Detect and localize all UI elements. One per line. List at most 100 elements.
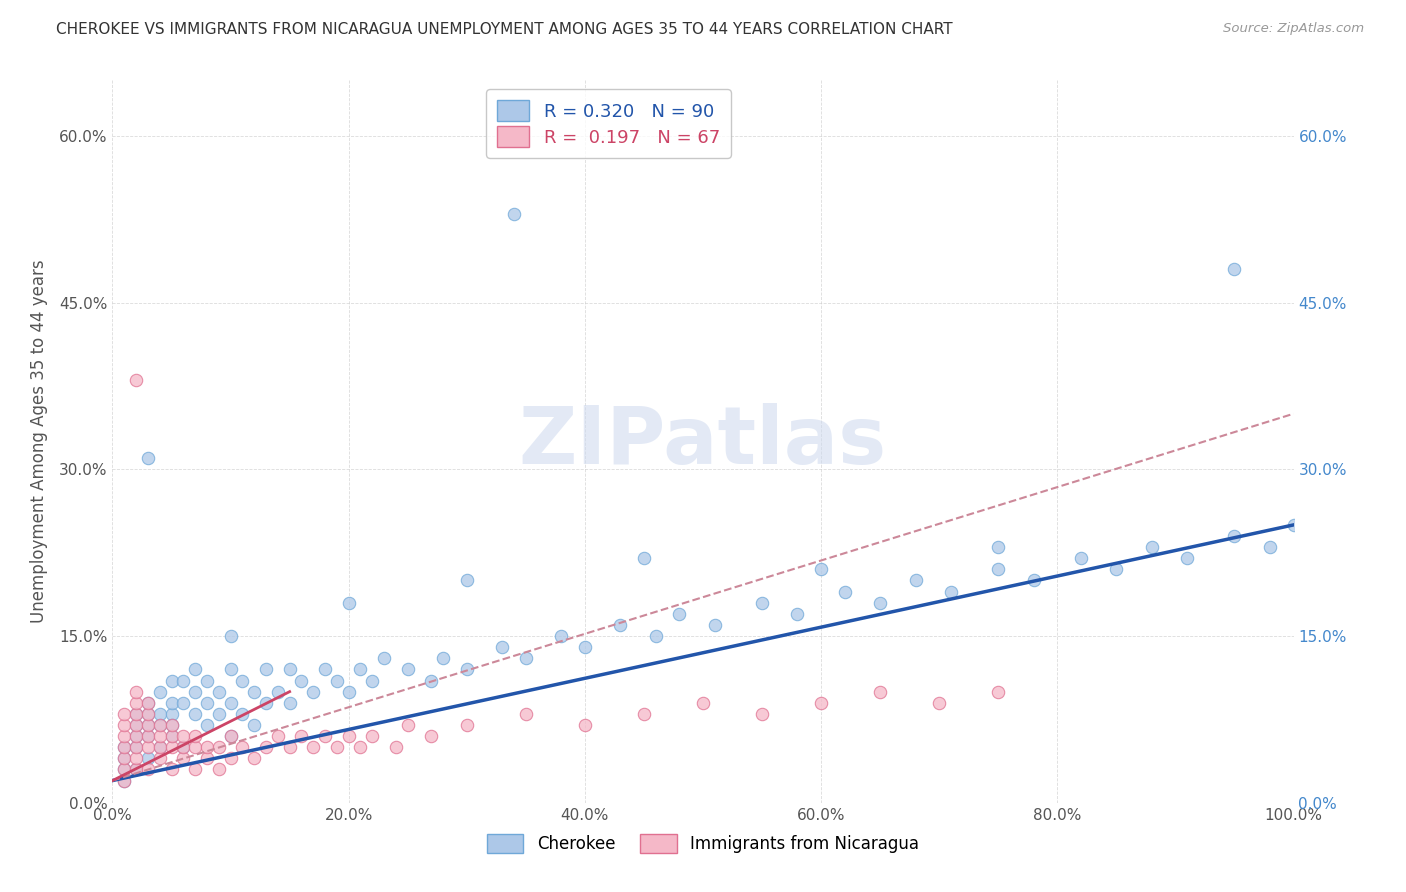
Point (219, 629, 242, 643)
Point (136, 729, 159, 743)
Point (432, 651, 454, 665)
Point (1258, 540, 1281, 554)
Point (195, 751, 218, 765)
Point (869, 684, 891, 698)
Point (668, 607, 690, 621)
Point (125, 718, 148, 732)
Point (184, 706, 207, 721)
Point (751, 596, 773, 610)
Point (231, 706, 253, 721)
Point (278, 740, 301, 755)
Point (112, 773, 135, 788)
Point (195, 740, 218, 755)
Point (136, 718, 159, 732)
Text: CHEROKEE VS IMMIGRANTS FROM NICARAGUA UNEMPLOYMENT AMONG AGES 35 TO 44 YEARS COR: CHEROKEE VS IMMIGRANTS FROM NICARAGUA UN… (56, 22, 953, 37)
Point (160, 729, 183, 743)
Point (112, 763, 135, 777)
Point (939, 584, 962, 599)
Point (290, 673, 312, 688)
Point (751, 706, 773, 721)
Point (1022, 574, 1045, 588)
Point (149, 740, 172, 755)
Point (112, 740, 135, 755)
Point (456, 718, 478, 732)
Point (254, 740, 277, 755)
Point (136, 706, 159, 721)
Point (337, 729, 360, 743)
Point (609, 618, 631, 632)
Point (195, 718, 218, 732)
Point (219, 696, 242, 710)
Point (149, 729, 172, 743)
Point (184, 740, 207, 755)
Point (184, 763, 207, 777)
Point (149, 684, 172, 698)
Point (456, 574, 478, 588)
Point (337, 596, 360, 610)
Point (125, 763, 148, 777)
Point (491, 640, 513, 655)
Point (243, 684, 266, 698)
Point (219, 662, 242, 676)
Point (125, 740, 148, 755)
Point (149, 718, 172, 732)
Point (337, 684, 360, 698)
Point (125, 718, 148, 732)
Point (125, 751, 148, 765)
Y-axis label: Unemployment Among Ages 35 to 44 years: Unemployment Among Ages 35 to 44 years (30, 260, 48, 624)
Point (254, 696, 277, 710)
Point (692, 696, 714, 710)
Point (136, 729, 159, 743)
Point (208, 763, 231, 777)
Point (149, 740, 172, 755)
Point (254, 662, 277, 676)
Point (172, 729, 194, 743)
Point (160, 740, 183, 755)
Point (136, 718, 159, 732)
Point (633, 706, 655, 721)
Point (1223, 529, 1246, 543)
Point (1175, 551, 1198, 566)
Point (574, 640, 596, 655)
Point (125, 729, 148, 743)
Point (160, 718, 183, 732)
Point (125, 706, 148, 721)
Point (112, 740, 135, 755)
Point (904, 574, 927, 588)
Point (574, 718, 596, 732)
Point (172, 673, 194, 688)
Point (1140, 540, 1163, 554)
Point (550, 629, 572, 643)
Point (195, 696, 218, 710)
Point (219, 729, 242, 743)
Point (112, 706, 135, 721)
Point (267, 684, 290, 698)
Point (195, 673, 218, 688)
Point (219, 751, 242, 765)
Point (703, 618, 725, 632)
Point (208, 740, 231, 755)
Point (184, 684, 207, 698)
Point (184, 729, 207, 743)
Point (136, 763, 159, 777)
Point (869, 596, 891, 610)
Point (385, 740, 408, 755)
Point (396, 718, 419, 732)
Point (456, 662, 478, 676)
Point (125, 740, 148, 755)
Point (112, 751, 135, 765)
Point (302, 684, 325, 698)
Point (987, 562, 1010, 576)
Point (149, 706, 172, 721)
Point (928, 696, 950, 710)
Point (314, 729, 336, 743)
Point (231, 740, 253, 755)
Point (810, 696, 832, 710)
Point (278, 696, 301, 710)
Point (149, 718, 172, 732)
Point (112, 751, 135, 765)
Point (172, 740, 194, 755)
Point (420, 673, 443, 688)
Point (515, 706, 537, 721)
Point (1105, 562, 1128, 576)
